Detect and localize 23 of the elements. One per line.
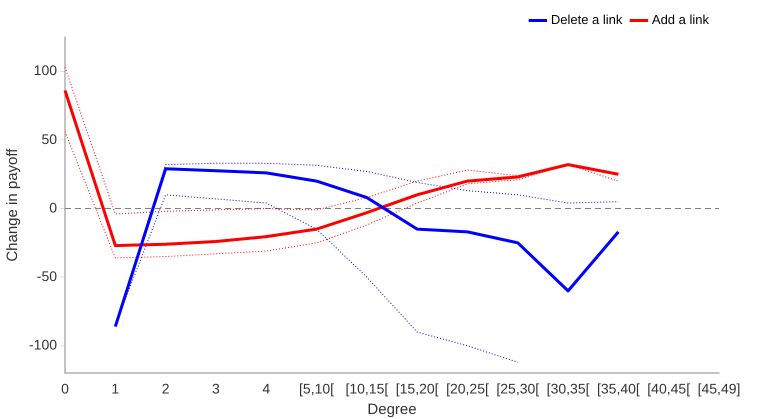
x-tick-label: 3 <box>212 380 220 396</box>
y-tick-label: 100 <box>34 62 58 78</box>
legend-label: Add a link <box>652 12 710 28</box>
y-tick-label: -50 <box>36 268 58 284</box>
x-tick-label: 0 <box>61 380 70 396</box>
x-tick-label: [25,30[ <box>496 380 540 396</box>
legend-label: Delete a link <box>550 12 623 28</box>
y-tick-label: -100 <box>28 336 58 353</box>
x-tick-label: [10,15[ <box>345 380 388 396</box>
x-tick-label: [35,40[ <box>596 380 640 396</box>
x-tick-label: 1 <box>111 380 120 396</box>
x-tick-label: [40,45[ <box>647 380 690 396</box>
x-tick-label: [5,10[ <box>299 380 334 396</box>
x-tick-label: 4 <box>262 380 270 396</box>
y-tick-label: 0 <box>49 199 58 216</box>
x-tick-label: [30,35[ <box>546 380 590 396</box>
x-axis-title: Degree <box>367 401 417 418</box>
x-tick-label: 2 <box>162 380 170 396</box>
y-tick-label: 50 <box>41 130 58 147</box>
x-tick-label: [15,20[ <box>396 380 439 396</box>
x-tick-label: [20,25[ <box>446 380 489 396</box>
y-axis-title: Change in payoff <box>4 148 22 262</box>
x-tick-label: [45,49] <box>698 380 740 396</box>
